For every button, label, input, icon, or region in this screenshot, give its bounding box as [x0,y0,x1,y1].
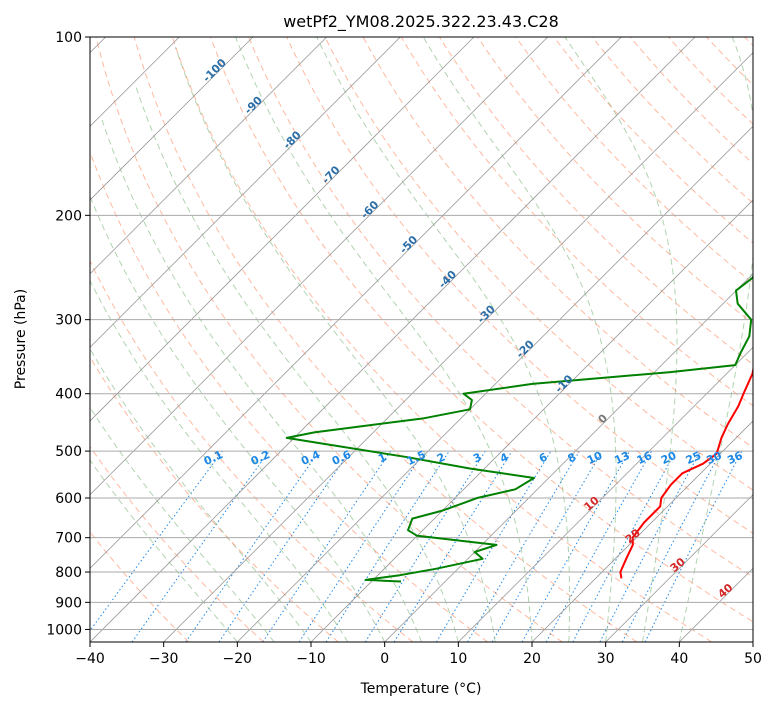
y-tick-label: 100 [55,30,82,46]
x-tick-label: 30 [597,651,615,667]
x-axis: −40 −30 −20 −10 0 10 20 30 40 50 [75,642,762,667]
y-tick-label: 200 [55,208,82,224]
x-tick-label: 20 [523,651,541,667]
x-tick-label: 0 [380,651,389,667]
x-tick-label: −10 [296,651,326,667]
isotherm-line [753,37,775,642]
y-tick-label: 1000 [46,622,82,638]
x-tick-label: −40 [75,651,105,667]
x-axis-title: Temperature (°C) [360,681,482,697]
y-tick-label: 600 [55,491,82,507]
y-axis-title: Pressure (hPa) [13,289,29,389]
y-axis: 100 200 300 400 500 600 700 800 900 1000 [46,30,90,638]
y-tick-label: 500 [55,444,82,460]
x-tick-label: 50 [744,651,762,667]
plot-background [90,37,753,642]
y-tick-label: 300 [55,313,82,329]
x-tick-label: 10 [449,651,467,667]
x-tick-label: −30 [149,651,179,667]
y-tick-label: 800 [55,565,82,581]
y-tick-label: 400 [55,387,82,403]
x-tick-label: −20 [223,651,253,667]
x-tick-label: 40 [670,651,688,667]
y-tick-label: 700 [55,531,82,547]
chart-title: wetPf2_YM08.2025.322.23.43.C28 [283,12,559,32]
y-tick-label: 900 [55,595,82,611]
